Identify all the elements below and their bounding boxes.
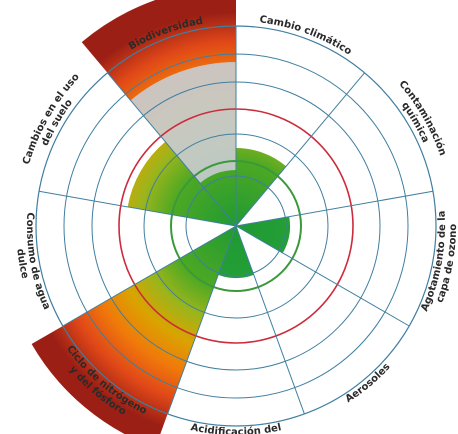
- segment-divider-7: [62, 225, 237, 327]
- segment-divider-8: [38, 190, 237, 227]
- wedge-cambio-climatico: [236, 148, 287, 226]
- segment-divider-5: [235, 225, 305, 415]
- segment-divider-6: [167, 225, 237, 415]
- label-aerosoles: Aerosoles: [344, 361, 393, 405]
- segment-divider-2: [235, 72, 365, 227]
- wedge-ciclo-de-nitrogeno-y-del-fosforo: [31, 226, 236, 434]
- segment-divider-4: [235, 225, 410, 327]
- label-cambio-climatico: Cambio climático: [259, 14, 354, 57]
- segment-divider-3: [235, 190, 434, 227]
- wedge-agotamiento-de-la-capa-de-ozono: [236, 216, 291, 253]
- label-cambios-en-el-uso-del-suelo-line-1: Cambios en el uso: [21, 71, 82, 165]
- label-consumo-de-agua-dulce-line-1: Consumo de agua: [24, 212, 52, 311]
- unquantified-overlay: [130, 62, 236, 184]
- unquantified-band: [130, 62, 236, 184]
- segment-dividers: [38, 26, 434, 415]
- wedge-cambios-en-el-uso-del-suelo: [127, 141, 236, 226]
- label-acidificacion-del-oceano-line-1: Acidificación del: [190, 422, 283, 434]
- wedge-acidificacion-del-oceano: [218, 226, 254, 278]
- segment-divider-9: [107, 72, 237, 227]
